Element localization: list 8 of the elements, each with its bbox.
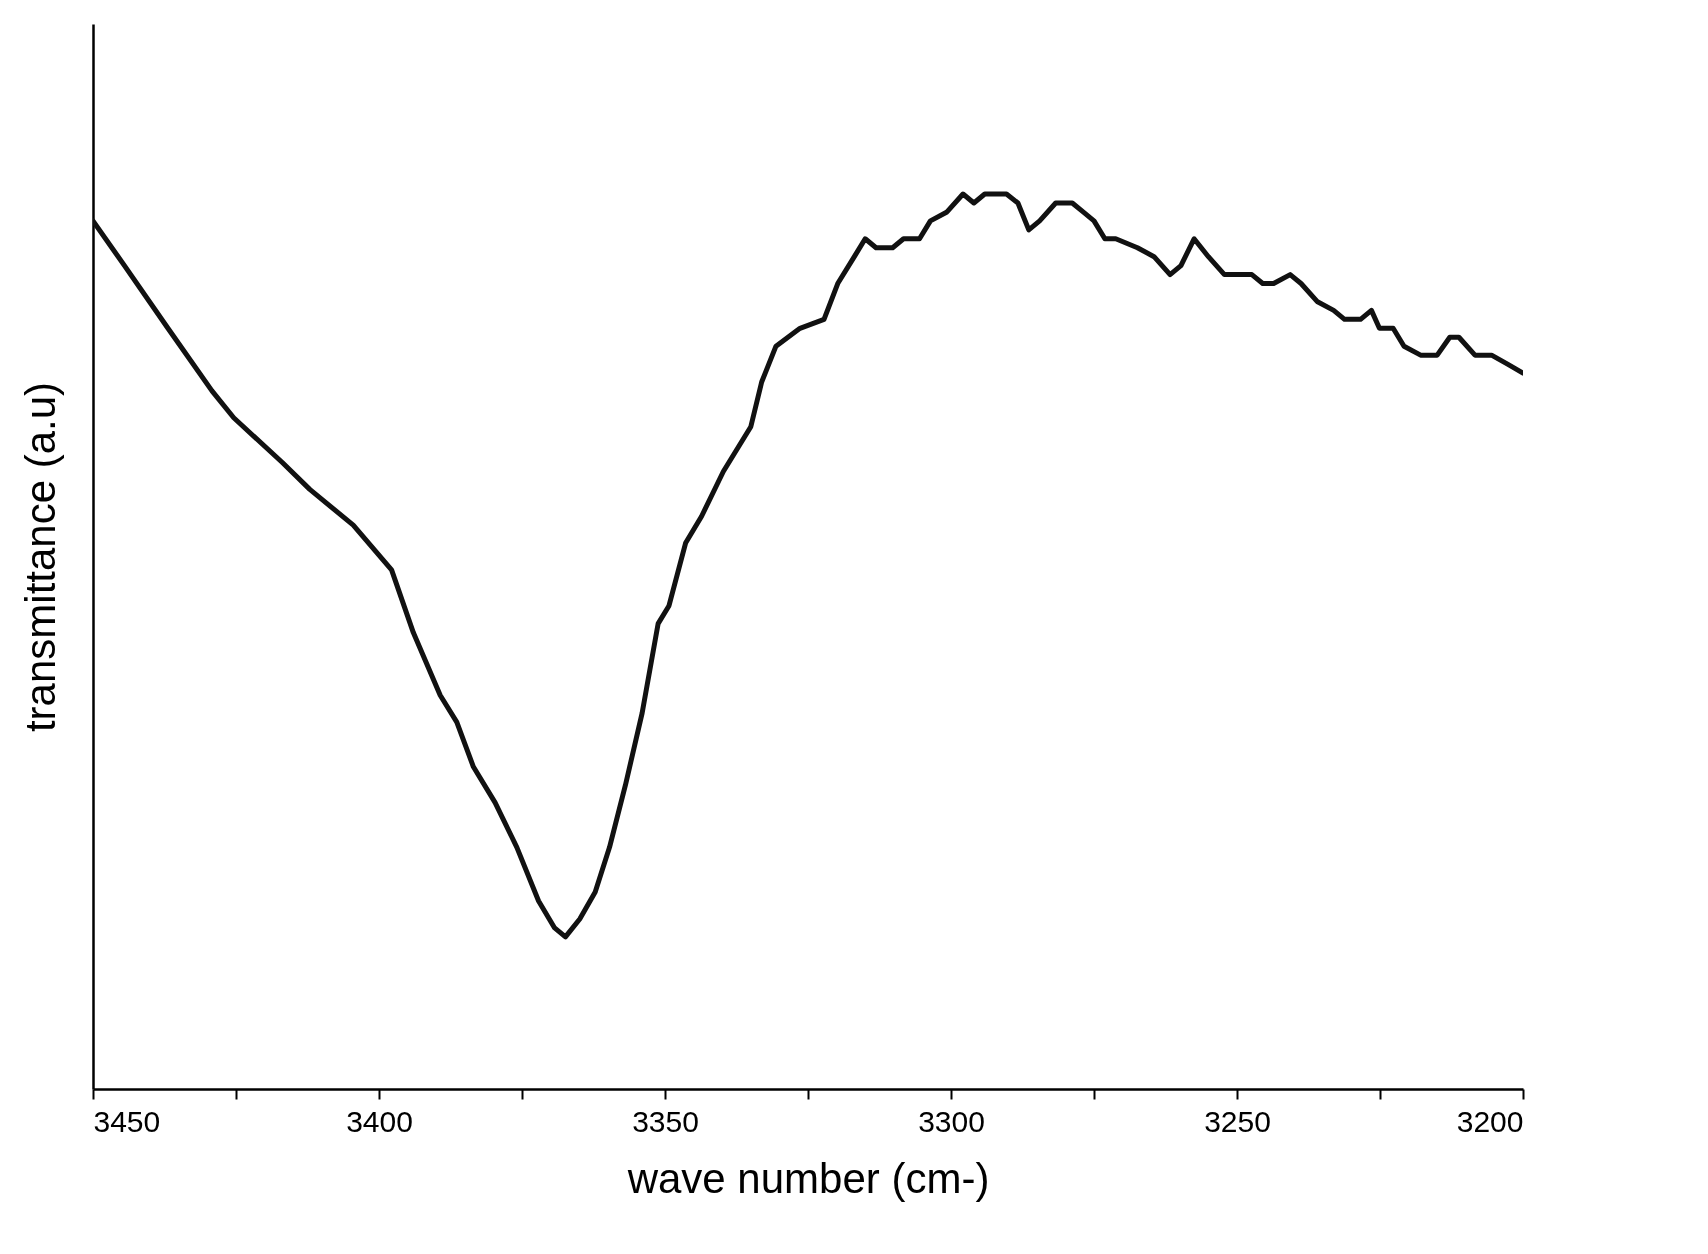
x-axis-title: wave number (cm-) bbox=[626, 1154, 990, 1202]
x-tick-label: 3450 bbox=[93, 1104, 161, 1138]
x-tick-label: 3300 bbox=[918, 1104, 985, 1138]
x-tick-label: 3200 bbox=[1456, 1104, 1524, 1138]
y-axis-title: transmittance (a.u) bbox=[16, 381, 64, 733]
x-tick-label: 3350 bbox=[632, 1104, 699, 1138]
x-tick-label: 3250 bbox=[1204, 1104, 1271, 1138]
x-tick-label: 3400 bbox=[346, 1104, 413, 1138]
